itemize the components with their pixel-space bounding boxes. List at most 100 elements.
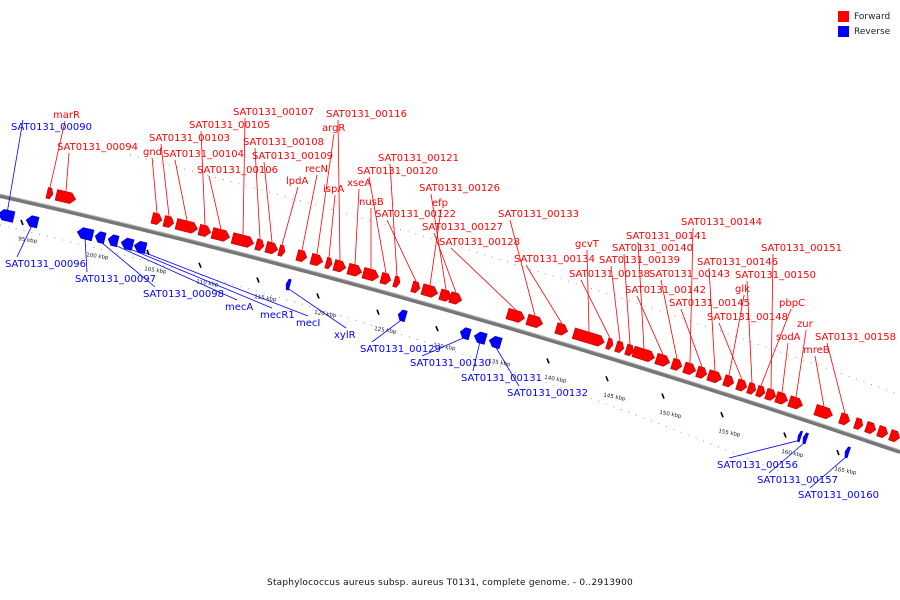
gene-leader-line [708, 267, 716, 371]
forward-gene-label: SAT0131_00109 [252, 151, 333, 162]
gene-leader-line [718, 322, 743, 380]
gene-leader-line [389, 163, 398, 277]
forward-gene-label: efp [432, 198, 448, 209]
gene-leader-line [16, 225, 33, 258]
forward-gene-label: sodA [776, 332, 801, 343]
tick-mark [836, 449, 840, 456]
forward-gene-arrow [361, 267, 380, 282]
genome-backbone-highlight [0, 193, 900, 451]
tick-label: 140 kbp [544, 375, 568, 385]
forward-gene-arrow [764, 387, 777, 401]
forward-gene-label: SAT0131_00116 [326, 109, 407, 120]
forward-gene-arrow [54, 189, 77, 204]
gene-leader-line [301, 174, 318, 251]
gene-leader-line [760, 308, 792, 386]
reverse-gene-label: xylR [334, 330, 356, 341]
gene-leader-line [386, 219, 417, 282]
forward-gene-arrow [254, 238, 265, 251]
forward-gene-label: ispA [323, 184, 344, 195]
tick-label: 125 kbp [374, 326, 398, 336]
gene-leader-line [254, 147, 261, 240]
tick-mark [546, 358, 550, 364]
forward-gene-label: SAT0131_00126 [419, 183, 500, 194]
tick-mark [605, 375, 609, 382]
gene-leader-line [242, 117, 246, 235]
reverse-gene-label: SAT0131_00096 [5, 259, 86, 270]
forward-gene-label: SAT0131_00140 [612, 243, 693, 254]
forward-gene-label: SAT0131_00150 [735, 270, 816, 281]
forward-gene-arrow [438, 288, 453, 302]
gene-leader-line [450, 247, 517, 311]
reverse-gene-arrow [107, 234, 120, 248]
gene-leader-line [208, 175, 222, 230]
reverse-gene-arrow [459, 327, 472, 341]
reverse-gene-label: SAT0131_00090 [11, 122, 92, 133]
forward-gene-label: SAT0131_00128 [439, 237, 520, 248]
gene-leader-line [139, 250, 309, 317]
reverse-gene-arrow [120, 237, 135, 251]
gene-leader-line [781, 342, 789, 393]
gene-leader-line [328, 194, 336, 258]
forward-gene-label: glk [735, 284, 750, 295]
forward-gene-arrow [150, 212, 163, 225]
gene-leader-line [371, 319, 403, 343]
gene-leader-line [728, 439, 800, 459]
forward-gene-arrow [722, 374, 735, 388]
legend-swatch-forward [838, 11, 849, 22]
reverse-gene-arrow [76, 227, 95, 242]
reverse-gene-label: SAT0131_00156 [717, 460, 798, 471]
forward-gene-arrow [295, 249, 308, 263]
gene-leader-line [430, 193, 447, 290]
forward-gene-label: gcvT [575, 239, 600, 250]
forward-gene-label: SAT0131_00146 [697, 257, 778, 268]
gene-leader-line [814, 355, 825, 407]
legend-swatch-reverse [838, 26, 849, 37]
gene-leader-line [429, 208, 442, 286]
forward-gene-arrow [888, 429, 900, 443]
gene-leader-line [84, 237, 88, 273]
map-caption: Staphylococcus aureus subsp. aureus T013… [267, 578, 633, 588]
reverse-gene-arrow [488, 335, 503, 350]
forward-gene-arrow [864, 421, 877, 434]
tick-label: 120 kbp [314, 310, 338, 320]
gene-leader-line [337, 119, 341, 261]
forward-gene-label: SAT0131_00127 [422, 222, 503, 233]
gene-leader-line [281, 186, 299, 245]
gene-leader-line [770, 253, 774, 389]
forward-gene-label: argR [322, 123, 345, 134]
gene-leader-line [472, 341, 481, 372]
tick-label: 130 kbp [433, 343, 457, 353]
reverse-gene-label: mecR1 [260, 310, 295, 321]
reverse-gene-label: SAT0131_00131 [461, 373, 542, 384]
gene-leader-line [160, 143, 170, 217]
gene-leader-line [200, 130, 206, 226]
reverse-gene-label: SAT0131_00157 [757, 475, 838, 486]
forward-gene-label: SAT0131_00151 [761, 243, 842, 254]
reverse-gene-arrow [473, 331, 488, 345]
forward-gene-label: nusB [359, 197, 384, 208]
forward-gene-arrow [420, 283, 439, 298]
forward-gene-arrow [392, 275, 401, 288]
forward-gene-arrow [525, 313, 543, 329]
gene-leader-line [746, 280, 753, 383]
forward-gene-arrow [706, 369, 722, 384]
forward-gene-label: SAT0131_00107 [233, 107, 314, 118]
reverse-gene-arrow [0, 209, 16, 223]
reverse-gene-arrow [285, 278, 292, 291]
forward-gene-label: SAT0131_00121 [378, 153, 459, 164]
forward-gene-arrow [162, 215, 175, 228]
forward-gene-arrow [346, 262, 363, 277]
reverse-gene-arrow [797, 430, 803, 443]
reverse-gene-label: SAT0131_00098 [143, 289, 224, 300]
gene-leader-line [809, 455, 848, 489]
gene-leader-line [494, 345, 520, 387]
gene-leader-line [5, 119, 24, 220]
gene-leader-line [368, 176, 387, 274]
reverse-gene-label: mecI [296, 318, 320, 329]
tick-label: 145 kbp [603, 393, 627, 403]
forward-gene-arrow [614, 340, 625, 354]
reverse-gene-label: SAT0131_00130 [410, 358, 491, 369]
gene-leader-line [316, 133, 335, 255]
tick-label: 165 kbp [834, 466, 858, 476]
